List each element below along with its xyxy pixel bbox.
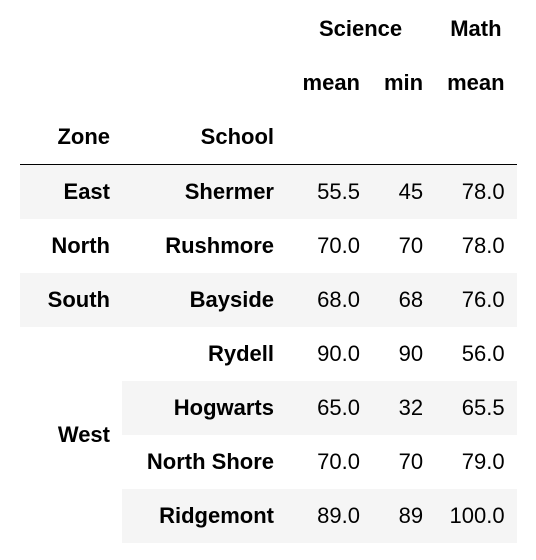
science-mean-cell: 70.0 [317,233,360,258]
column-header-math-mean: mean [447,70,505,95]
science-mean-cell: 70.0 [317,449,360,474]
table-row: Ridgemont 89.0 89 100.0 [20,489,517,543]
table-row: West Rydell 90.0 90 56.0 [20,327,517,543]
header-blank [286,110,372,165]
science-min-cell: 68 [372,273,436,327]
science-min-cell: 90 [398,341,424,366]
table-row: East Shermer 55.5 45 78.0 [20,164,517,219]
table-header: Science Math mean min mean Zone School [20,2,517,165]
school-cell: Hogwarts [122,381,286,435]
header-blank [435,110,517,165]
school-cell: North Shore [146,449,274,474]
science-min-cell: 89 [372,489,436,543]
school-cell: Rydell [207,341,274,366]
math-mean-cell: 56.0 [461,341,505,366]
science-min-cell: 45 [372,164,436,219]
math-mean-cell: 79.0 [461,449,505,474]
header-blank [20,56,122,110]
table-row: North Shore 70.0 70 79.0 [20,435,517,489]
science-mean-cell: 55.5 [286,164,372,219]
science-min-cell: 32 [372,381,436,435]
science-mean-cell: 89.0 [286,489,372,543]
science-min-cell: 70 [398,233,424,258]
header-blank [122,56,286,110]
column-group-math: Math [450,16,502,41]
zone-cell: East [20,164,122,219]
zone-cell: West [20,327,122,543]
zone-cell: South [20,273,122,327]
math-mean-cell: 100.0 [435,489,517,543]
science-mean-cell: 90.0 [317,341,360,366]
column-group-science: Science [318,16,403,41]
math-mean-cell: 78.0 [435,164,517,219]
table-row: North Rushmore 70.0 70 78.0 [20,219,517,273]
index-name-school: School [122,110,286,165]
header-row-index-names: Zone School [20,110,517,165]
header-row-groups: Science Math [20,2,517,56]
math-mean-cell: 76.0 [435,273,517,327]
index-name-zone: Zone [20,110,122,165]
science-mean-cell: 65.0 [286,381,372,435]
dataframe-table: Science Math mean min mean Zone School E… [20,2,517,543]
school-cell: Shermer [122,164,286,219]
column-header-science-min: min [384,70,424,95]
header-blank [122,2,286,56]
header-blank [372,110,436,165]
header-row-stats: mean min mean [20,56,517,110]
table-row: Hogwarts 65.0 32 65.5 [20,381,517,435]
zone-cell: North [51,233,110,258]
science-min-cell: 70 [398,449,424,474]
science-mean-cell: 68.0 [286,273,372,327]
school-cell: Rushmore [165,233,274,258]
math-mean-cell: 78.0 [461,233,505,258]
school-cell: Ridgemont [122,489,286,543]
table-body: East Shermer 55.5 45 78.0 North Rushmore… [20,164,517,543]
table-row: South Bayside 68.0 68 76.0 [20,273,517,327]
column-header-science-mean: mean [302,70,360,95]
school-cell: Bayside [122,273,286,327]
math-mean-cell: 65.5 [435,381,517,435]
header-blank [20,2,122,56]
